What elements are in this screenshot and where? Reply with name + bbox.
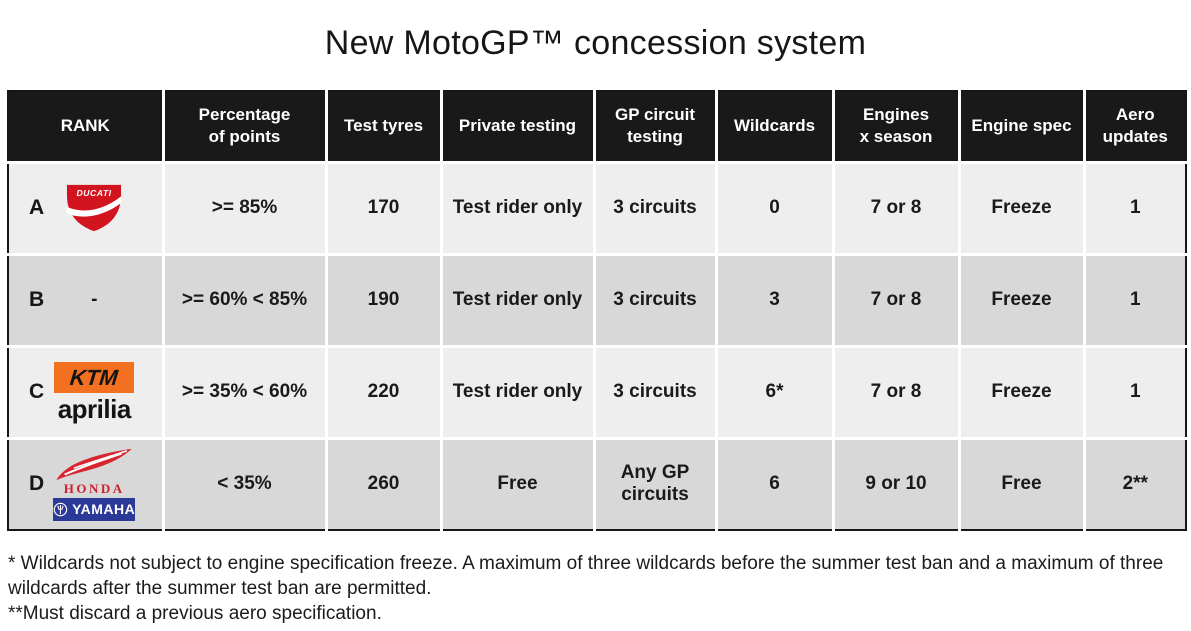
- rank-letter: B: [29, 288, 45, 311]
- col-header-gp-circuit-testing: GP circuit testing: [594, 91, 718, 164]
- footnote-aero: **Must discard a previous aero specifica…: [8, 603, 382, 624]
- cell-aero-updates: 1: [1084, 162, 1186, 256]
- yamaha-logo-icon: YAMAHA: [53, 497, 136, 521]
- page-root: { "title": "New MotoGP™ concession syste…: [0, 24, 1191, 631]
- cell-rank-b: B -: [8, 254, 165, 348]
- cell-private-testing: Test rider only: [441, 346, 596, 440]
- cell-test-tyres: 190: [326, 254, 443, 348]
- cell-percentage: >= 85%: [163, 162, 328, 256]
- cell-rank-c: C KTM aprilia: [8, 346, 165, 440]
- cell-aero-updates: 1: [1084, 254, 1186, 348]
- cell-aero-updates: 2**: [1084, 438, 1186, 530]
- rank-letter: D: [29, 472, 45, 496]
- ktm-logo-icon: KTM: [54, 362, 135, 393]
- cell-engine-spec: Freeze: [959, 254, 1086, 348]
- footnotes: * Wildcards not subject to engine specif…: [8, 551, 1181, 626]
- table-row-c: C KTM aprilia >= 35% < 60% 220 Test ride…: [8, 346, 1186, 440]
- rank-letter: C: [29, 380, 45, 403]
- honda-wing-icon: [56, 448, 132, 480]
- col-header-aero-updates: Aero updates: [1084, 91, 1186, 164]
- svg-text:DUCATI: DUCATI: [77, 188, 112, 198]
- manufacturer-logos: DUCATI: [9, 164, 162, 253]
- cell-test-tyres: 170: [326, 162, 443, 256]
- cell-engines-x-season: 7 or 8: [833, 162, 961, 256]
- ducati-logo-icon: DUCATI: [67, 184, 122, 232]
- cell-test-tyres: 220: [326, 346, 443, 440]
- col-header-rank: RANK: [8, 91, 165, 164]
- cell-engine-spec: Free: [959, 438, 1086, 530]
- cell-engine-spec: Freeze: [959, 162, 1086, 256]
- rank-letter: A: [29, 196, 45, 219]
- col-header-test-tyres: Test tyres: [326, 91, 443, 164]
- table-row-a: A DUCATI >= 85% 170 Test rider only 3 ci…: [8, 162, 1186, 256]
- cell-engines-x-season: 7 or 8: [833, 346, 961, 440]
- cell-percentage: < 35%: [163, 438, 328, 530]
- cell-engine-spec: Freeze: [959, 346, 1086, 440]
- cell-engines-x-season: 7 or 8: [833, 254, 961, 348]
- col-header-percentage: Percentage of points: [163, 91, 328, 164]
- honda-logo-icon: HONDA: [55, 448, 133, 495]
- cell-rank-a: A DUCATI: [8, 162, 165, 256]
- footnote-wildcards: * Wildcards not subject to engine specif…: [8, 553, 1164, 599]
- col-header-wildcards: Wildcards: [716, 91, 835, 164]
- cell-private-testing: Test rider only: [441, 254, 596, 348]
- cell-test-tyres: 260: [326, 438, 443, 530]
- cell-engines-x-season: 9 or 10: [833, 438, 961, 530]
- cell-percentage: >= 60% < 85%: [163, 254, 328, 348]
- cell-percentage: >= 35% < 60%: [163, 346, 328, 440]
- aprilia-logo-icon: aprilia: [57, 394, 132, 424]
- cell-private-testing: Free: [441, 438, 596, 530]
- header-row: RANK Percentage of points Test tyres Pri…: [8, 91, 1186, 164]
- cell-private-testing: Test rider only: [441, 162, 596, 256]
- cell-gp-circuit-testing: 3 circuits: [594, 346, 718, 440]
- manufacturer-dash: -: [91, 289, 98, 310]
- cell-gp-circuit-testing: 3 circuits: [594, 254, 718, 348]
- page-title: New MotoGP™ concession system: [324, 24, 867, 62]
- col-header-engines-x-season: Engines x season: [833, 91, 961, 164]
- manufacturer-logos: KTM aprilia: [9, 348, 162, 437]
- cell-wildcards: 6: [716, 438, 835, 530]
- cell-wildcards: 6*: [716, 346, 835, 440]
- cell-aero-updates: 1: [1084, 346, 1186, 440]
- cell-gp-circuit-testing: 3 circuits: [594, 162, 718, 256]
- col-header-private-testing: Private testing: [441, 91, 596, 164]
- table-row-d: D HONDA: [8, 438, 1186, 530]
- table-row-b: B - >= 60% < 85% 190 Test rider only 3 c…: [8, 254, 1186, 348]
- cell-wildcards: 3: [716, 254, 835, 348]
- cell-wildcards: 0: [716, 162, 835, 256]
- manufacturer-logos: HONDA YAMAHA: [9, 440, 162, 530]
- cell-rank-d: D HONDA: [8, 438, 165, 530]
- cell-gp-circuit-testing: Any GP circuits: [594, 438, 718, 530]
- concession-table: RANK Percentage of points Test tyres Pri…: [7, 90, 1187, 531]
- col-header-engine-spec: Engine spec: [959, 91, 1086, 164]
- yamaha-tuning-fork-icon: [53, 502, 68, 517]
